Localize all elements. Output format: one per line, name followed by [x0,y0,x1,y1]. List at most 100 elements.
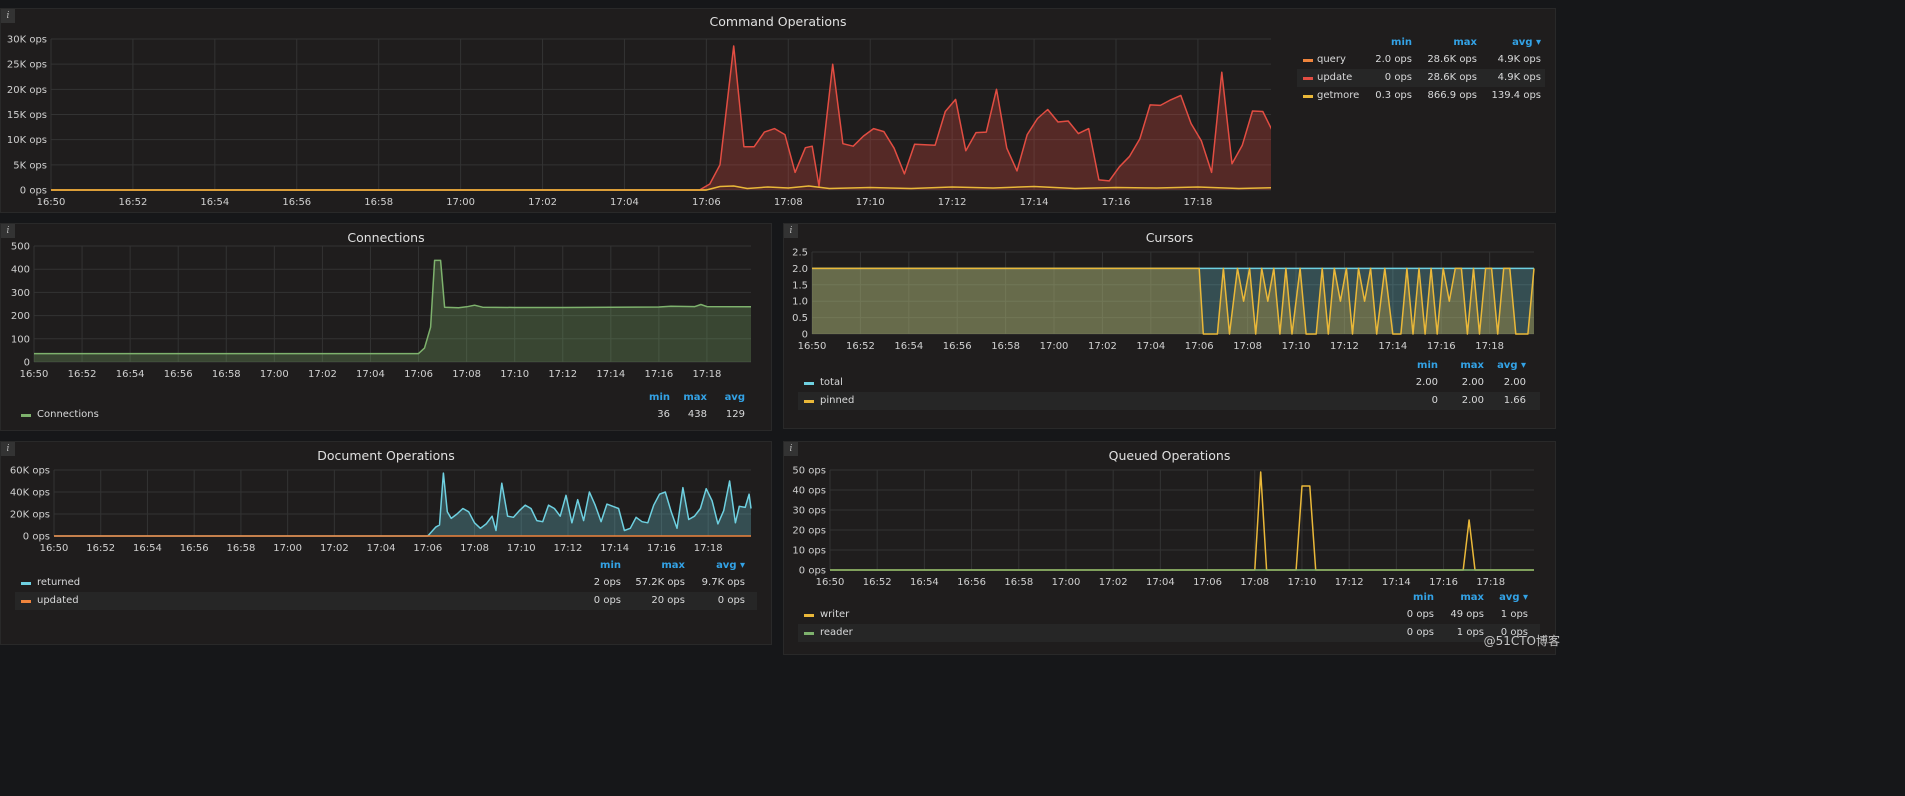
legend-row-writer[interactable]: writer 0 ops 49 ops 1 ops [798,606,1540,624]
x-tick-label: 16:52 [68,369,97,380]
legend-series-name[interactable]: writer [820,609,850,620]
legend-row-Connections[interactable]: Connections 36 438 129 [15,406,755,424]
y-tick-label: 0 ops [23,532,50,543]
legend-header-max[interactable]: max [1460,360,1484,371]
legend-series-name[interactable]: query [1317,54,1346,65]
legend-series-name[interactable]: pinned [820,395,855,406]
x-tick-label: 17:12 [1335,577,1364,588]
info-icon[interactable]: i [1,9,15,23]
x-tick-label: 17:16 [1429,577,1458,588]
x-tick-label: 16:52 [863,577,892,588]
y-tick-label: 40 ops [792,486,826,497]
panel-title[interactable]: Connections [347,230,425,245]
x-tick-label: 17:02 [528,197,557,208]
series-area-Connections [34,260,751,362]
legend-swatch [1303,95,1313,98]
legend-series-name[interactable]: getmore [1317,90,1360,101]
x-tick-label: 16:58 [226,543,255,554]
legend-min-value: 0 ops [1406,627,1434,638]
cursors-legend: min max avg ▾ total 2.00 2.00 2.00 pinned 0 2.00 1… [798,360,1540,414]
y-tick-label: 60K ops [10,466,50,477]
legend-avg-value: 129 [725,409,745,420]
info-icon[interactable]: i [784,442,798,456]
series-line-returned [54,472,752,537]
x-tick-label: 17:14 [596,369,625,380]
y-tick-label: 15K ops [7,110,47,121]
legend-header-min[interactable]: min [1413,592,1434,603]
x-tick-label: 17:06 [404,369,433,380]
x-tick-label: 17:16 [644,369,673,380]
legend-header-avg[interactable]: avg ▾ [1499,592,1528,603]
connections-chart[interactable]: 0 100 200 300 400 500 16:50 16:52 16:54 16:56 16:5… [1,224,773,389]
legend-swatch [804,614,814,617]
x-tick-label: 16:58 [364,197,393,208]
legend-header-max[interactable]: max [1460,592,1484,603]
panel-title[interactable]: Command Operations [709,14,847,29]
command-operations-legend: min max avg ▾ query 2.0 ops 28.6K ops 4.9K ops… [1297,37,1545,117]
legend-row-pinned[interactable]: pinned 0 2.00 1.66 [798,392,1540,410]
y-tick-label: 0.5 [792,313,808,324]
legend-min-value: 2.00 [1415,377,1438,388]
document-operations-chart[interactable]: 0 ops 20K ops 40K ops 60K ops 16:50 16:52 16:5… [1,442,773,556]
info-icon[interactable]: i [784,224,798,238]
x-tick-label: 17:18 [694,543,723,554]
legend-min-value: 2.0 ops [1375,54,1412,65]
command-operations-chart[interactable]: 0 ops 5K ops 10K ops 15K ops 20K ops 25K ops 3… [1,9,1271,209]
legend-min-value: 0 [1431,395,1438,406]
panel-title[interactable]: Cursors [1145,230,1194,245]
x-tick-label: 16:54 [116,369,145,380]
series-area-returned [54,473,751,536]
info-icon[interactable]: i [1,442,15,456]
panel-title[interactable]: Document Operations [317,448,455,463]
y-tick-label: 400 [11,265,30,276]
y-tick-label: 1.0 [792,297,808,308]
legend-header-avg[interactable]: avg [724,392,745,403]
legend-min-value: 36 [657,409,670,420]
legend-header-avg[interactable]: avg ▾ [716,560,745,571]
legend-header-avg[interactable]: avg ▾ [1512,37,1541,48]
x-tick-label: 16:58 [991,341,1020,352]
legend-row-query[interactable]: query 2.0 ops 28.6K ops 4.9K ops [1297,51,1545,69]
queued-operations-chart[interactable]: 0 ops 10 ops 20 ops 30 ops 40 ops 50 ops 16:50… [784,442,1557,588]
legend-min-value: 0 ops [1384,72,1412,83]
legend-avg-value: 139.4 ops [1491,90,1541,101]
legend-series-name[interactable]: update [1317,72,1353,83]
legend-series-name[interactable]: returned [37,577,81,588]
legend-header-min[interactable]: min [1391,37,1412,48]
legend-header-min[interactable]: min [649,392,670,403]
legend-swatch [804,632,814,635]
legend-row-total[interactable]: total 2.00 2.00 2.00 [798,374,1540,392]
legend-series-name[interactable]: total [820,377,843,388]
x-tick-label: 17:16 [647,543,676,554]
legend-series-name[interactable]: reader [820,627,853,638]
legend-header-max[interactable]: max [683,392,707,403]
legend-max-value: 2.00 [1461,395,1484,406]
legend-header-min[interactable]: min [1417,360,1438,371]
x-tick-label: 17:10 [856,197,885,208]
panel-title[interactable]: Queued Operations [1108,448,1231,463]
series-area-pinned [812,268,1534,334]
x-tick-label: 17:02 [1088,341,1117,352]
legend-header-max[interactable]: max [1453,37,1477,48]
legend-row-updated[interactable]: updated 0 ops 20 ops 0 ops [15,592,757,610]
x-tick-label: 16:52 [846,341,875,352]
x-tick-label: 17:12 [1330,341,1359,352]
legend-row-returned[interactable]: returned 2 ops 57.2K ops 9.7K ops [15,574,757,592]
legend-series-name[interactable]: Connections [37,409,99,420]
legend-row-reader[interactable]: reader 0 ops 1 ops 0 ops [798,624,1540,642]
legend-series-name[interactable]: updated [37,595,79,606]
legend-avg-value: 4.9K ops [1497,72,1541,83]
x-tick-label: 16:58 [1004,577,1033,588]
connections-panel: i Connections 0 100 200 300 400 500 16:50 16:52… [0,223,772,431]
legend-swatch [1303,77,1313,80]
x-tick-label: 17:00 [1040,341,1069,352]
legend-header-min[interactable]: min [600,560,621,571]
legend-min-value: 0 ops [1406,609,1434,620]
info-icon[interactable]: i [1,224,15,238]
x-tick-label: 17:12 [548,369,577,380]
legend-row-update[interactable]: update 0 ops 28.6K ops 4.9K ops [1297,69,1545,87]
legend-row-getmore[interactable]: getmore 0.3 ops 866.9 ops 139.4 ops [1297,87,1545,105]
legend-header-max[interactable]: max [661,560,685,571]
cursors-chart[interactable]: 0 0.5 1.0 1.5 2.0 2.5 16:50 16:52 16:54 16:56 16:5… [784,224,1557,356]
legend-header-avg[interactable]: avg ▾ [1497,360,1526,371]
